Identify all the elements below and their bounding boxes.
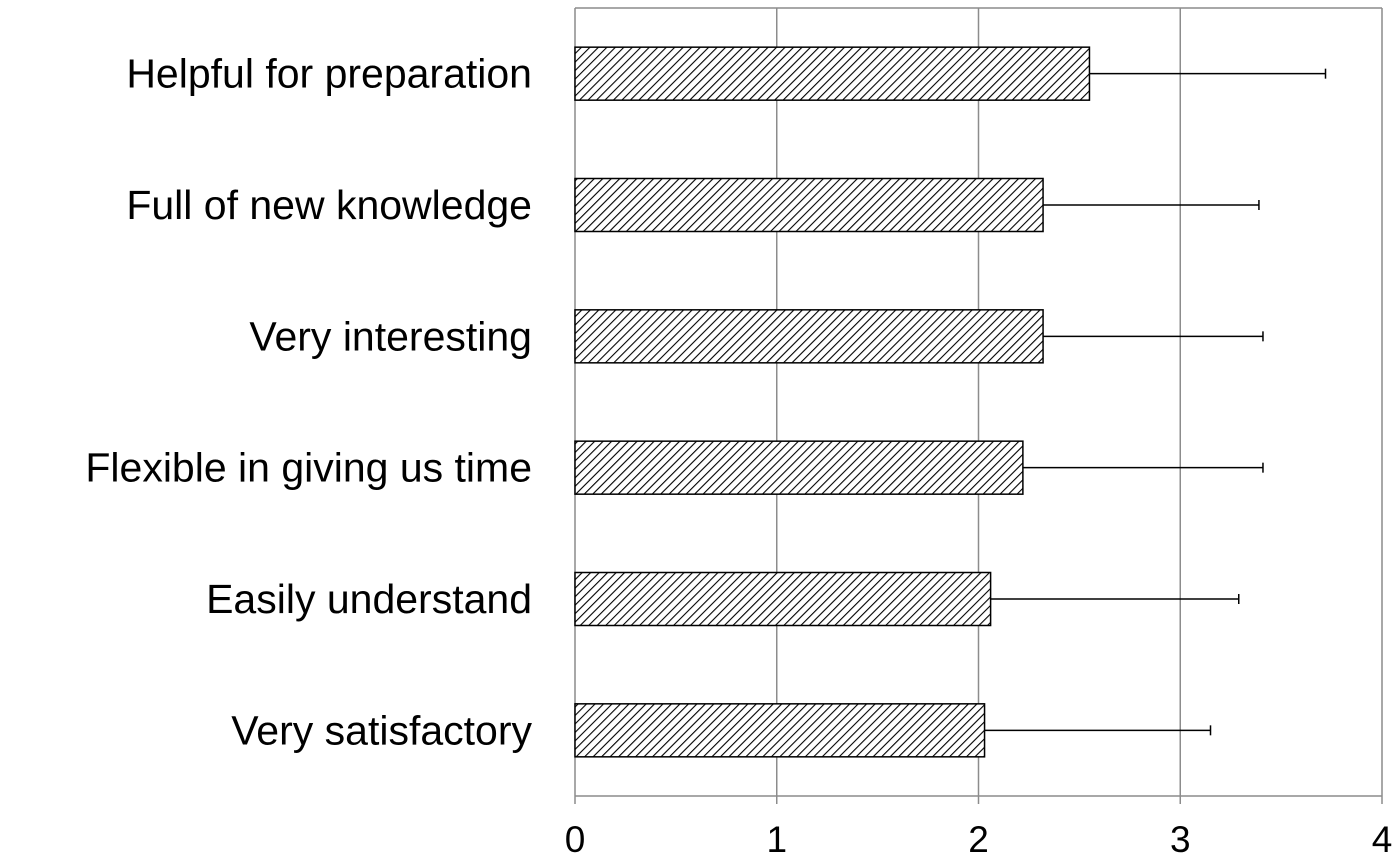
x-tick-label: 4: [1372, 819, 1393, 860]
category-label: Full of new knowledge: [126, 182, 532, 228]
category-label: Helpful for preparation: [126, 51, 532, 97]
bar: [574, 440, 1024, 495]
x-tick-label: 1: [766, 819, 787, 860]
x-tick-label: 3: [1170, 819, 1191, 860]
category-label: Easily understand: [206, 576, 532, 622]
bar: [574, 309, 1044, 364]
category-label: Very satisfactory: [231, 707, 532, 753]
x-tick-label: 0: [565, 819, 586, 860]
category-label: Flexible in giving us time: [85, 445, 532, 491]
bar: [574, 703, 986, 758]
category-label: Very interesting: [249, 313, 532, 359]
plot-area: 0 1 2 3 4 Helpful for preparation Full of new …: [85, 7, 1393, 860]
bar: [574, 177, 1044, 233]
bar: [574, 46, 1091, 101]
x-tick-label: 2: [968, 819, 989, 860]
bar: [574, 571, 992, 627]
